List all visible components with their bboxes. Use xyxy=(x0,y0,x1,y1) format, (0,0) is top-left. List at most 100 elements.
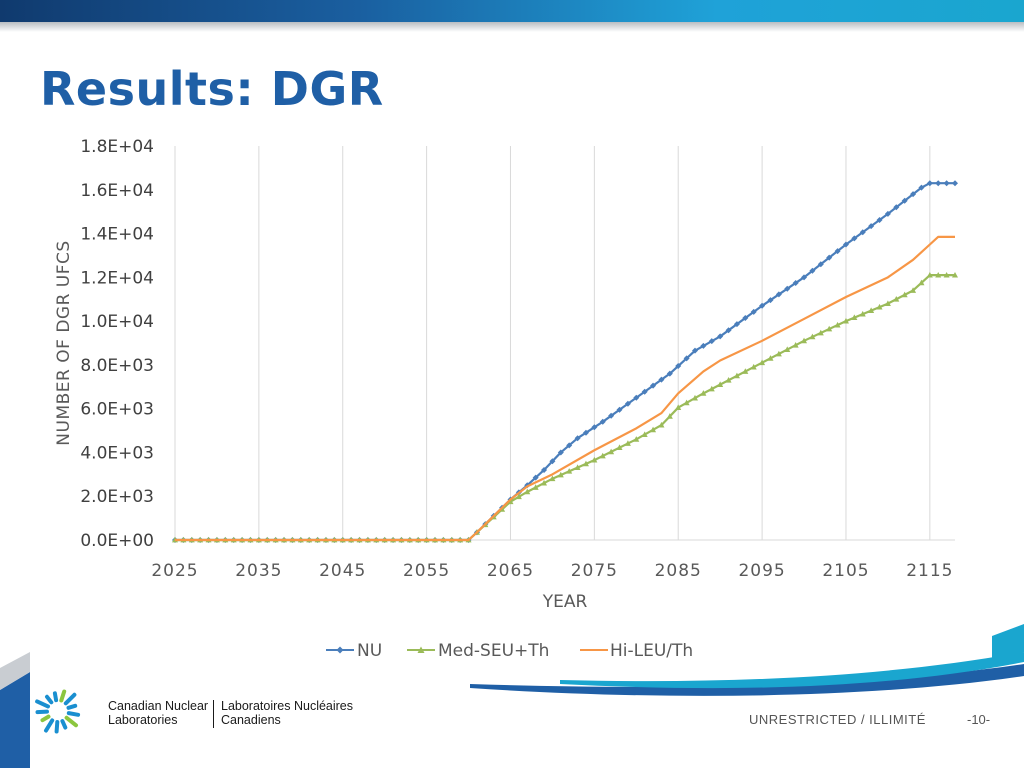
organization-divider xyxy=(213,700,214,728)
y-tick-label: 2.0E+03 xyxy=(80,487,154,507)
data-point-med-seu-th xyxy=(641,431,648,437)
organization-fr-line2: Canadiens xyxy=(221,713,281,727)
legend-marker-med-seu-th xyxy=(417,646,425,653)
footer-wave-left-grey xyxy=(0,652,30,690)
data-point-nu xyxy=(918,184,925,191)
data-point-nu xyxy=(549,458,556,465)
data-point-nu xyxy=(541,466,548,473)
data-point-nu xyxy=(675,362,682,369)
data-point-nu xyxy=(792,280,799,287)
data-point-med-seu-th xyxy=(524,488,531,495)
logo-ray xyxy=(66,703,78,710)
data-point-med-seu-th xyxy=(952,271,958,278)
data-point-med-seu-th xyxy=(901,291,908,298)
logo-ray xyxy=(66,711,81,717)
chart-legend: NU Med-SEU+Th Hi-LEU/Th xyxy=(326,641,693,661)
cnl-logo-icon xyxy=(35,689,81,734)
data-point-nu xyxy=(574,435,581,442)
series-line-hi-leu-th xyxy=(175,235,955,542)
data-point-nu xyxy=(784,285,791,292)
x-tick-label: 2105 xyxy=(822,561,869,581)
data-point-med-seu-th xyxy=(582,460,589,467)
footer-wave-dark xyxy=(470,664,1024,696)
y-axis-ticks: 0.0E+00 2.0E+03 4.0E+03 6.0E+03 8.0E+03 1.0E+… xyxy=(80,137,154,551)
logo-ray xyxy=(59,689,67,703)
footer-wave-right-accent xyxy=(992,624,1024,664)
data-point-nu xyxy=(851,235,858,242)
data-point-med-seu-th xyxy=(809,333,816,340)
y-tick-label: 1.8E+04 xyxy=(80,137,154,157)
data-point-med-seu-th xyxy=(876,303,883,310)
data-point-nu xyxy=(658,376,665,383)
data-point-nu xyxy=(633,394,640,401)
logo-ray xyxy=(60,719,68,730)
y-tick-label: 0.0E+00 xyxy=(80,531,154,551)
y-tick-label: 1.4E+04 xyxy=(80,225,154,245)
x-tick-label: 2065 xyxy=(487,561,534,581)
logo-ray xyxy=(35,709,49,715)
data-point-med-seu-th xyxy=(700,390,707,396)
data-point-med-seu-th xyxy=(650,426,657,433)
logo-ray xyxy=(54,720,60,734)
x-axis-title: YEAR xyxy=(542,592,588,612)
series-line-nu xyxy=(175,182,955,542)
x-tick-label: 2085 xyxy=(655,561,702,581)
data-point-nu xyxy=(608,412,615,419)
data-point-med-seu-th xyxy=(926,271,933,278)
slide-title: Results: DGR xyxy=(40,62,384,116)
data-point-nu xyxy=(801,274,808,281)
data-point-nu xyxy=(834,248,841,255)
data-point-nu xyxy=(683,355,690,362)
x-tick-label: 2075 xyxy=(571,561,618,581)
logo-ray xyxy=(44,718,55,733)
data-point-med-seu-th xyxy=(893,296,900,302)
data-point-med-seu-th xyxy=(918,279,925,286)
x-tick-label: 2045 xyxy=(319,561,366,581)
footer-wave-left-dark xyxy=(0,672,30,768)
data-point-nu xyxy=(759,302,766,309)
data-point-med-seu-th xyxy=(683,399,690,406)
legend-item-hi-leu-th: Hi-LEU/Th xyxy=(580,641,693,661)
y-tick-label: 6.0E+03 xyxy=(80,400,154,420)
data-point-nu xyxy=(717,333,724,340)
data-point-nu xyxy=(775,291,782,298)
data-point-med-seu-th xyxy=(541,479,548,486)
data-point-med-seu-th xyxy=(624,440,631,446)
data-point-nu xyxy=(901,197,908,204)
data-point-nu xyxy=(650,382,657,389)
x-tick-label: 2095 xyxy=(738,561,785,581)
classification-label: UNRESTRICTED / ILLIMITÉ xyxy=(749,712,926,727)
page-number: -10- xyxy=(967,712,991,727)
data-point-med-seu-th xyxy=(608,448,615,455)
organization-fr-line1: Laboratoires Nucléaires xyxy=(221,699,354,713)
x-axis-ticks: 2025 2035 2045 2055 2065 2075 2085 2095 2105 2115 xyxy=(151,561,952,581)
logo-ray xyxy=(64,715,78,728)
data-point-nu xyxy=(817,261,824,268)
data-point-med-seu-th xyxy=(935,271,942,278)
y-tick-label: 4.0E+03 xyxy=(80,443,154,463)
logo-ray xyxy=(63,692,77,706)
data-point-nu xyxy=(926,180,933,187)
legend-item-nu: NU xyxy=(326,641,382,661)
data-point-med-seu-th xyxy=(775,350,782,357)
y-tick-label: 1.0E+04 xyxy=(80,312,154,332)
data-point-nu xyxy=(910,191,917,198)
data-point-med-seu-th xyxy=(910,287,917,293)
data-point-nu xyxy=(532,474,539,481)
data-point-nu xyxy=(893,204,900,211)
data-point-med-seu-th xyxy=(750,363,757,370)
data-point-nu xyxy=(859,229,866,236)
data-point-med-seu-th xyxy=(859,310,866,317)
logo-ray xyxy=(35,699,50,709)
legend-label-nu: NU xyxy=(357,641,382,661)
data-point-nu xyxy=(742,315,749,322)
data-point-med-seu-th xyxy=(842,317,849,324)
data-point-nu xyxy=(582,429,589,436)
data-point-med-seu-th xyxy=(767,355,774,361)
data-point-med-seu-th xyxy=(616,444,623,451)
y-tick-label: 1.6E+04 xyxy=(80,181,154,201)
data-point-med-seu-th xyxy=(868,307,875,314)
data-point-med-seu-th xyxy=(725,377,732,383)
data-point-nu xyxy=(868,223,875,230)
